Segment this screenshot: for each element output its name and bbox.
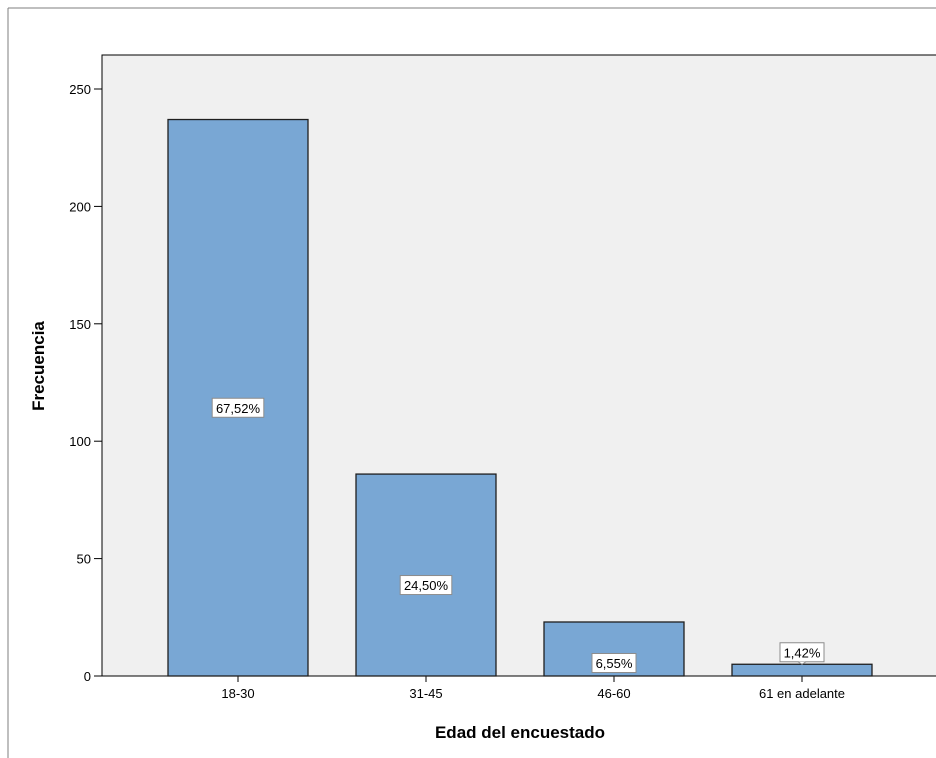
bar xyxy=(731,663,873,677)
y-axis: 0 50 100 150 200 250 xyxy=(69,82,102,684)
x-axis: 18-30 31-45 46-60 61 en adelante xyxy=(221,676,845,701)
y-axis-title: Frecuencia xyxy=(29,321,48,411)
y-tick-label: 250 xyxy=(69,82,91,97)
x-tick-label: 31-45 xyxy=(409,686,442,701)
data-label-text: 67,52% xyxy=(216,401,261,416)
data-label-text: 1,42% xyxy=(784,645,821,660)
y-tick-label: 0 xyxy=(84,669,91,684)
data-label-text: 24,50% xyxy=(404,578,449,593)
data-label: 6,55% xyxy=(591,652,637,673)
y-tick-label: 100 xyxy=(69,434,91,449)
x-tick-label: 18-30 xyxy=(221,686,254,701)
data-label-text: 6,55% xyxy=(596,656,633,671)
x-tick-label: 61 en adelante xyxy=(759,686,845,701)
data-label-box xyxy=(591,652,637,673)
x-tick-label: 46-60 xyxy=(597,686,630,701)
data-label-box xyxy=(211,397,265,418)
data-label: 1,42% xyxy=(779,642,825,665)
y-tick-label: 50 xyxy=(77,552,91,567)
data-label: 24,50% xyxy=(399,575,453,596)
y-tick-label: 150 xyxy=(69,317,91,332)
data-label-pointer xyxy=(797,661,807,665)
x-axis-title: Edad del encuestado xyxy=(435,723,605,742)
data-label-box xyxy=(399,575,453,596)
data-labels: 67,52% 24,50% 6,55% 1,42% xyxy=(211,397,825,673)
y-tick-label: 200 xyxy=(69,199,91,214)
data-label: 67,52% xyxy=(211,397,265,418)
